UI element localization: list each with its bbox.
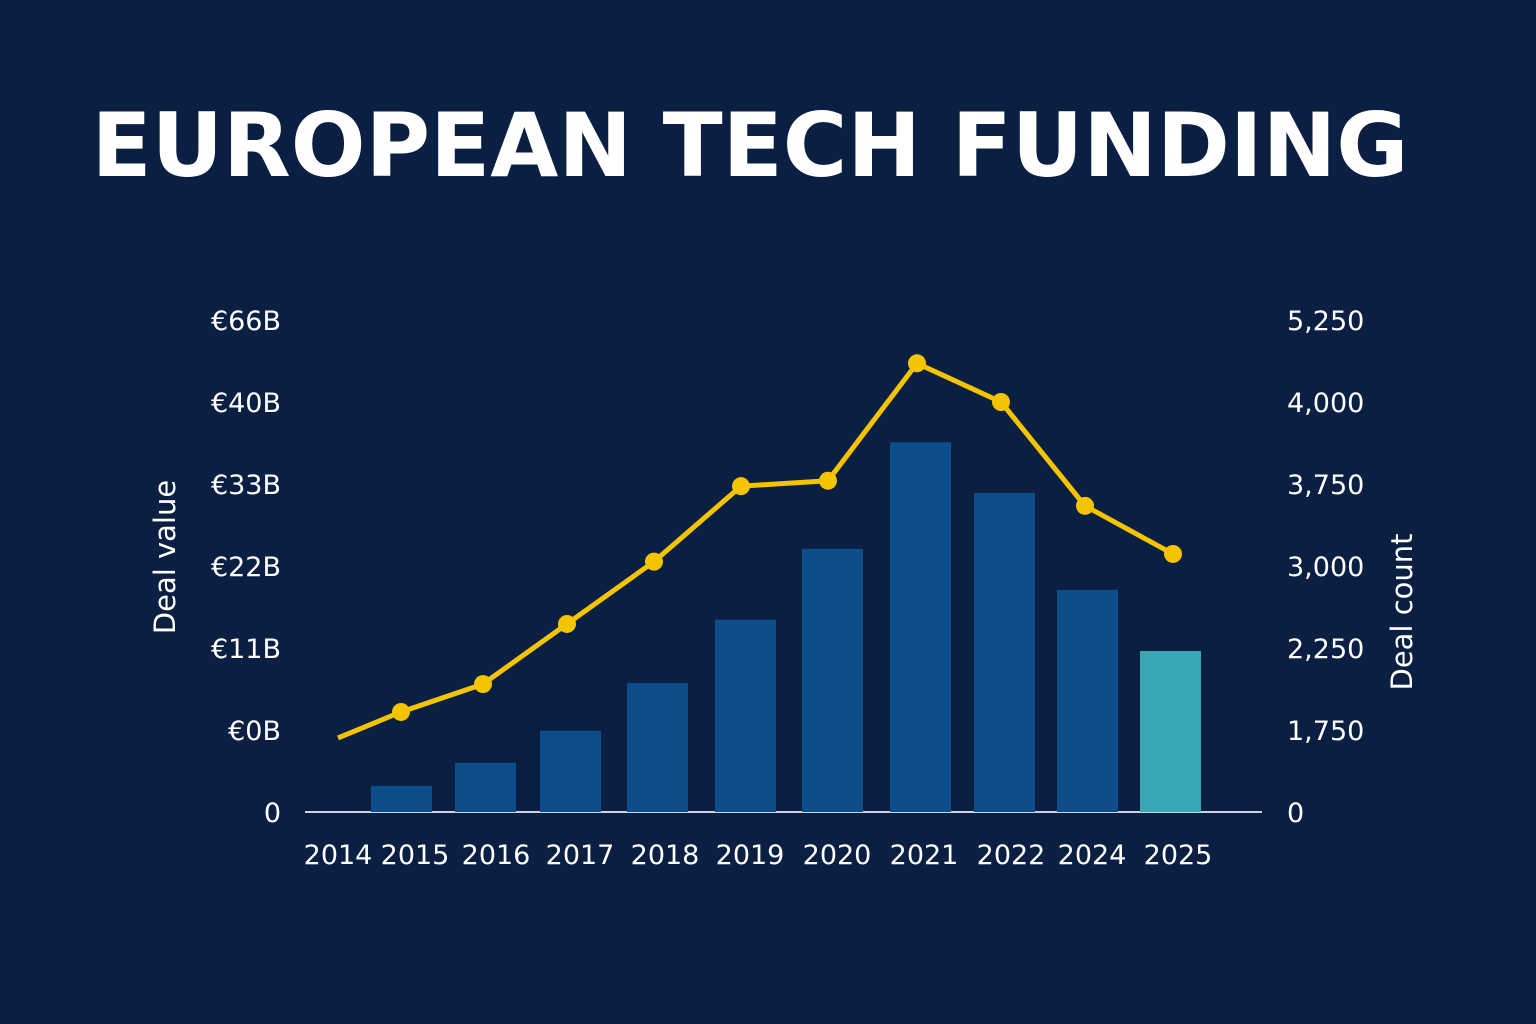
right-tick-label: 3,750	[1287, 470, 1364, 501]
right-tick-label: 2,250	[1287, 634, 1364, 665]
left-tick-label: 0	[264, 798, 281, 829]
line-point-2022	[992, 393, 1010, 411]
right-tick-label: 3,000	[1287, 552, 1364, 583]
right-tick-label: 5,250	[1287, 306, 1364, 337]
line-point-2016	[474, 675, 492, 694]
x-tick-label: 2020	[803, 840, 872, 871]
line-point-2019	[732, 477, 750, 496]
bar-2025	[1140, 650, 1201, 812]
x-tick-label: 2019	[716, 840, 785, 871]
right-axis-label: Deal count	[1385, 533, 1419, 690]
line-point-2020	[819, 471, 837, 490]
bar-2019	[715, 619, 776, 812]
x-tick-label: 2017	[546, 840, 615, 871]
line-point-2021	[908, 354, 926, 373]
x-tick-label: 2024	[1058, 840, 1127, 871]
x-tick-label: 2014	[304, 840, 373, 871]
left-tick-label: €66B	[211, 306, 281, 337]
x-tick-label: 2022	[977, 840, 1046, 871]
right-tick-label: 1,750	[1287, 716, 1364, 747]
left-tick-label: €22B	[211, 552, 281, 583]
x-tick-label: 2016	[462, 840, 531, 871]
bar-2017	[540, 730, 601, 812]
bar-2024	[1057, 589, 1118, 812]
bar-2022	[974, 492, 1035, 812]
right-tick-label: 0	[1287, 798, 1304, 829]
line-point-2018	[645, 552, 663, 571]
left-tick-label: €33B	[211, 470, 281, 501]
bar-2018	[627, 683, 688, 812]
x-tick-label: 2021	[890, 840, 959, 871]
line-point-2025	[1164, 544, 1182, 563]
right-tick-label: 4,000	[1287, 388, 1364, 419]
bar-2021	[890, 442, 951, 812]
bar-2020	[802, 548, 863, 812]
line-point-2015	[392, 702, 410, 721]
line-point-2017	[558, 614, 576, 633]
left-tick-label: €0B	[228, 716, 281, 747]
line-point-2024	[1076, 496, 1094, 515]
left-tick-label: €40B	[211, 388, 281, 419]
bar-2015	[371, 785, 432, 812]
chart-title: EUROPEAN TECH FUNDING	[91, 94, 1408, 197]
bar-2016	[455, 762, 516, 812]
left-tick-label: €11B	[211, 634, 281, 665]
x-tick-label: 2018	[631, 840, 700, 871]
x-tick-label: 2015	[381, 840, 450, 871]
left-axis-label: Deal value	[148, 480, 182, 634]
x-tick-label: 2025	[1144, 840, 1213, 871]
